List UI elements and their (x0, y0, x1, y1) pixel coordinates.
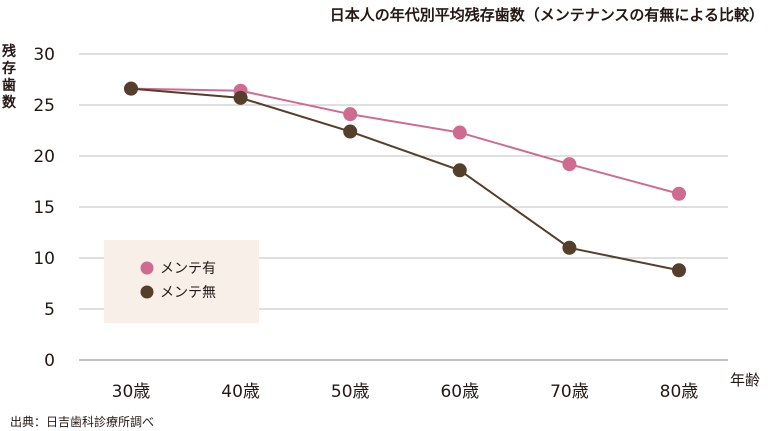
legend-label: メンテ有 (160, 261, 216, 277)
legend-marker (140, 285, 154, 299)
x-axis-label: 年齢 (730, 371, 760, 389)
data-point (452, 125, 467, 140)
y-tick-labels: 0 5 10 15 20 25 30 (33, 45, 55, 371)
data-point (562, 157, 577, 172)
y-tick-label: 0 (44, 351, 55, 371)
data-point (343, 124, 358, 139)
data-point (452, 163, 467, 178)
y-axis-label: 残存歯数 (2, 43, 17, 111)
y-tick-label: 5 (44, 300, 55, 320)
legend-label: メンテ無 (160, 285, 216, 301)
y-axis-label-char: 数 (2, 94, 17, 111)
data-point (124, 81, 138, 96)
x-tick-label: 70歳 (550, 382, 589, 402)
data-point (672, 263, 686, 278)
legend (104, 240, 259, 323)
y-tick-label: 30 (33, 45, 55, 65)
y-tick-label: 10 (33, 249, 55, 269)
y-axis-label-char: 存 (2, 60, 16, 77)
data-point (233, 90, 248, 105)
y-tick-label: 20 (33, 147, 55, 167)
series-1 (124, 81, 686, 201)
x-tick-label: 30歳 (112, 382, 151, 402)
chart-title: 日本人の年代別平均残存歯数（メンテナンスの有無による比較） (330, 6, 764, 24)
data-point (343, 107, 358, 122)
data-point (672, 186, 686, 201)
x-tick-label: 80歳 (660, 382, 699, 402)
series-line (130, 87, 680, 195)
data-point (562, 240, 577, 255)
x-tick-label: 40歳 (221, 382, 260, 402)
x-tick-labels: 30歳 40歳 50歳 60歳 70歳 80歳 (112, 382, 699, 402)
source-note: 出典：日吉歯科診療所調べ (10, 414, 154, 429)
y-axis-label-char: 歯 (2, 77, 16, 94)
y-tick-label: 25 (33, 96, 55, 116)
x-tick-label: 60歳 (440, 382, 479, 402)
legend-marker (140, 261, 154, 275)
y-tick-label: 15 (33, 198, 55, 218)
x-tick-label: 50歳 (331, 382, 370, 402)
series-2 (124, 81, 686, 278)
y-axis-label-char: 残 (2, 43, 16, 60)
series-lines (124, 81, 686, 278)
series-line (130, 87, 680, 272)
